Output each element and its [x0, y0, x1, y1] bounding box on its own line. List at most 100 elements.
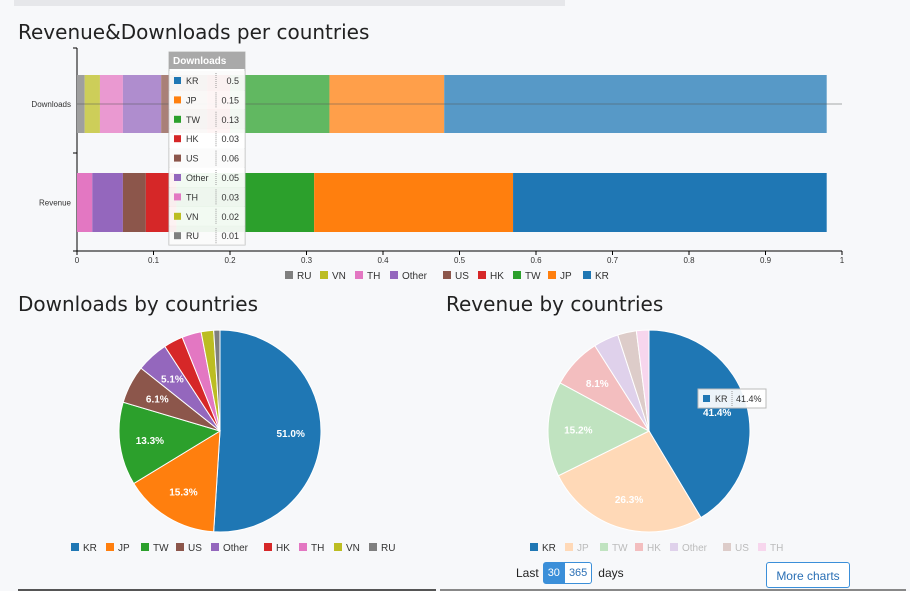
- downloads-pie-legend-label-other: Other: [223, 543, 249, 554]
- downloads-pie-legend-swatch-ru: [369, 543, 377, 551]
- bar-category-label: Revenue: [39, 199, 72, 208]
- bar-tooltip-swatch-tw: [174, 115, 181, 123]
- bar-x-tick-label: 0.2: [224, 256, 236, 265]
- downloads-pie-legend-label-ru: RU: [381, 543, 395, 554]
- downloads-pie-slice-label-other: 5.1%: [161, 375, 184, 386]
- revenue-pie-legend-label-hk: HK: [647, 543, 661, 554]
- legend-label-hk: HK: [490, 271, 504, 282]
- bar-tooltip-header: [169, 52, 245, 69]
- bar-x-tick-label: 0.1: [148, 256, 160, 265]
- revenue-pie-legend-swatch-jp: [565, 543, 573, 551]
- downloads-pie-slice-tw: [118, 401, 222, 485]
- bar-tooltip-value-hk: 0.03: [221, 134, 239, 144]
- downloads-pie-legend-swatch-hk: [264, 543, 272, 551]
- bar-segment-revenue-us: [122, 173, 146, 232]
- revenue-pie-legend-label-us: US: [735, 543, 749, 554]
- revenue-pie-legend-label-th: TH: [770, 543, 783, 554]
- revenue-pie-legend-label-kr: KR: [542, 543, 556, 554]
- downloads-pie-slice-label-jp: 15.3%: [169, 488, 197, 499]
- downloads-pie-legend-label-vn: VN: [346, 543, 360, 554]
- revenue-pie-tooltip: [697, 388, 767, 409]
- downloads-pie-legend-label-jp: JP: [118, 543, 130, 554]
- bar-segment-revenue-kr: [513, 173, 827, 232]
- bar-tooltip-title: Downloads: [173, 56, 227, 67]
- revenue-pie-legend-label-other: Other: [682, 543, 708, 554]
- downloads-pie-legend-label-tw: TW: [153, 543, 169, 554]
- top-scroll-bar: [14, 0, 565, 6]
- bar-segment-revenue-other: [92, 173, 123, 232]
- bar-tooltip-name-other: Other: [186, 173, 209, 183]
- legend-swatch-hk: [478, 271, 486, 279]
- downloads-pie-slice-label-tw: 13.3%: [136, 436, 164, 447]
- bar-tooltip-value-other: 0.05: [221, 173, 239, 183]
- bar-x-tick-label: 0.3: [301, 256, 313, 265]
- revenue-pie-legend-swatch-us: [723, 543, 731, 551]
- downloads-pie-slice-label-kr: 51.0%: [276, 429, 304, 440]
- legend-label-ru: RU: [297, 271, 311, 282]
- downloads-pie-legend-swatch-other: [211, 543, 219, 551]
- bar-tooltip-row: [169, 71, 245, 90]
- revenue-pie-legend-swatch-kr: [530, 543, 538, 551]
- bar-category-label: Downloads: [31, 100, 71, 109]
- days-365-button[interactable]: 365: [564, 562, 593, 584]
- bar-tooltip-row: [169, 168, 245, 187]
- downloads-pie-legend-label-us: US: [188, 543, 202, 554]
- revenue-pie-tooltip-swatch: [703, 395, 710, 402]
- bar-tooltip-value-us: 0.06: [221, 154, 239, 164]
- downloads-pie-legend-swatch-kr: [71, 543, 79, 551]
- downloads-pie-legend-swatch-jp: [106, 543, 114, 551]
- more-charts-button[interactable]: More charts: [766, 562, 850, 588]
- bar-x-tick-label: 0.7: [607, 256, 619, 265]
- downloads-pie-legend-label-th: TH: [311, 543, 324, 554]
- bar-tooltip-name-kr: KR: [186, 76, 199, 86]
- revenue-pie-slice-label-jp: 26.3%: [615, 495, 643, 506]
- bar-tooltip-value-tw: 0.13: [221, 115, 239, 125]
- downloads-pie-legend-swatch-us: [176, 543, 184, 551]
- bar-x-tick-label: 0.6: [530, 256, 542, 265]
- bar-segment-revenue-th: [77, 173, 93, 232]
- legend-swatch-th: [355, 271, 363, 279]
- bar-tooltip-name-ru: RU: [186, 231, 199, 241]
- bar-x-tick-label: 1: [840, 256, 845, 265]
- bar-tooltip-swatch-other: [174, 174, 181, 181]
- bar-tooltip-swatch-ru: [174, 232, 181, 240]
- bottom-divider-right: [440, 589, 906, 591]
- bar-tooltip-row: [169, 226, 245, 246]
- legend-swatch-other: [390, 271, 398, 279]
- revenue-pie-legend-label-tw: TW: [612, 543, 628, 554]
- revenue-pie-legend-swatch-hk: [635, 543, 643, 551]
- revenue-pie-legend-swatch-th: [758, 543, 766, 551]
- legend-swatch-vn: [320, 271, 328, 279]
- bar-tooltip-value-kr: 0.5: [226, 76, 239, 86]
- legend-swatch-tw: [513, 271, 521, 279]
- legend-label-jp: JP: [560, 271, 572, 282]
- bar-tooltip-name-th: TH: [186, 192, 198, 202]
- legend-label-kr: KR: [595, 271, 609, 282]
- bar-segment-revenue-jp: [314, 173, 514, 232]
- bar-tooltip-value-ru: 0.01: [221, 231, 239, 241]
- downloads-pie-slice-ru: [213, 329, 221, 432]
- bar-tooltip-name-hk: HK: [186, 134, 199, 144]
- bar-tooltip-row: [169, 187, 245, 207]
- downloads-pie-legend-swatch-tw: [141, 543, 149, 551]
- revenue-pie-legend-swatch-tw: [600, 543, 608, 551]
- downloads-pie-legend-label-hk: HK: [276, 543, 290, 554]
- bar-tooltip-name-vn: VN: [186, 212, 199, 222]
- downloads-pie-slice-jp: [133, 430, 221, 533]
- days-30-button[interactable]: 30: [542, 562, 565, 584]
- downloads-pie-legend-swatch-vn: [334, 543, 342, 551]
- bottom-divider-left: [18, 589, 436, 591]
- downloads-pie-legend-swatch-th: [299, 543, 307, 551]
- bar-x-tick-label: 0.5: [454, 256, 466, 265]
- last-label: Last: [516, 566, 539, 580]
- bar-tooltip-swatch-jp: [174, 96, 181, 104]
- bar-tooltip-swatch-us: [174, 154, 181, 162]
- legend-swatch-kr: [583, 271, 591, 279]
- bar-tooltip-name-jp: JP: [186, 95, 197, 105]
- downloads-pie-slice-label-us: 6.1%: [146, 394, 169, 405]
- bar-tooltip-value-th: 0.03: [221, 192, 239, 202]
- bar-tooltip-row: [169, 109, 245, 129]
- revenue-pie-tooltip-value: 41.4%: [736, 394, 762, 404]
- legend-label-us: US: [455, 271, 469, 282]
- legend-label-tw: TW: [525, 271, 541, 282]
